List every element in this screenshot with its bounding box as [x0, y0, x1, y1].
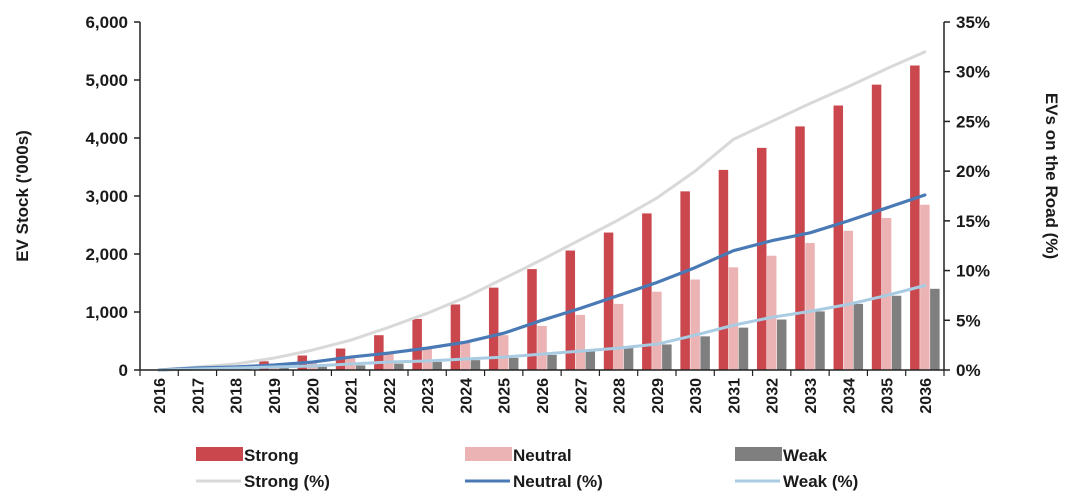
left-axis-title: EV Stock ('000s): [13, 130, 32, 262]
left-tick-label: 4,000: [85, 129, 128, 148]
x-tick-label: 2021: [344, 378, 361, 414]
x-tick-label: 2016: [152, 378, 169, 414]
right-tick-label: 35%: [956, 13, 990, 32]
bar-neutral-2032: [767, 256, 777, 370]
left-tick-label: 2,000: [85, 245, 128, 264]
x-tick-label: 2034: [841, 378, 858, 414]
x-tick-label: 2025: [497, 378, 514, 414]
bar-weak-2030: [700, 336, 710, 370]
bar-strong-2035: [872, 85, 882, 370]
x-tick-label: 2033: [803, 378, 820, 414]
x-tick-label: 2024: [458, 378, 475, 414]
x-tick-label: 2022: [382, 378, 399, 414]
legend-label-strong: Strong: [244, 446, 299, 465]
right-axis-title: EVs on the Road (%): [1042, 93, 1061, 259]
bar-weak-2022: [394, 364, 404, 370]
bar-neutral-2024: [461, 342, 471, 370]
bar-weak-2035: [892, 296, 902, 370]
bar-neutral-2029: [652, 292, 662, 370]
right-tick-label: 0%: [956, 361, 981, 380]
legend-label-neutral: Neutral: [513, 446, 572, 465]
x-tick-label: 2028: [612, 378, 629, 414]
x-tick-label: 2029: [650, 378, 667, 414]
legend-swatch-strong: [196, 447, 243, 461]
bar-weak-2033: [815, 311, 825, 370]
legend-label-weak: Weak: [783, 446, 828, 465]
left-tick-label: 6,000: [85, 13, 128, 32]
bar-weak-2028: [624, 348, 634, 370]
x-tick-label: 2023: [420, 378, 437, 414]
bar-neutral-2033: [805, 243, 815, 370]
x-tick-label: 2030: [688, 378, 705, 414]
left-tick-label: 5,000: [85, 71, 128, 90]
bar-neutral-2026: [537, 326, 547, 370]
left-tick-label: 0: [119, 361, 128, 380]
right-tick-label: 15%: [956, 212, 990, 231]
bar-weak-2031: [739, 328, 749, 370]
bar-weak-2026: [547, 355, 557, 370]
bar-weak-2023: [432, 362, 442, 370]
bar-weak-2029: [662, 344, 672, 370]
x-tick-label: 2026: [535, 378, 552, 414]
x-tick-label: 2020: [305, 378, 322, 414]
bar-weak-2032: [777, 320, 787, 370]
bar-neutral-2025: [499, 335, 509, 370]
right-tick-label: 20%: [956, 162, 990, 181]
legend-label-line: Weak (%): [783, 472, 858, 491]
bar-weak-2027: [586, 351, 596, 370]
x-tick-label: 2017: [190, 378, 207, 414]
legend-label-line: Strong (%): [244, 472, 330, 491]
x-tick-label: 2031: [726, 378, 743, 414]
bar-weak-2024: [471, 360, 481, 370]
x-tick-label: 2035: [880, 378, 897, 414]
bar-strong-2034: [834, 106, 844, 370]
right-tick-label: 30%: [956, 63, 990, 82]
legend-swatch-neutral: [465, 447, 512, 461]
bar-neutral-2034: [844, 231, 854, 370]
bar-neutral-2028: [614, 304, 624, 370]
bar-weak-2036: [930, 289, 940, 370]
bar-strong-2032: [757, 148, 767, 370]
left-tick-label: 1,000: [85, 303, 128, 322]
bar-neutral-2031: [729, 267, 739, 370]
bar-weak-2034: [854, 304, 864, 370]
bar-weak-2025: [509, 358, 518, 370]
bar-neutral-2030: [690, 280, 700, 370]
x-tick-label: 2018: [229, 378, 246, 414]
x-tick-label: 2027: [573, 378, 590, 414]
bar-strong-2033: [795, 126, 805, 370]
x-tick-label: 2032: [765, 378, 782, 414]
bar-neutral-2027: [576, 315, 586, 370]
legend-swatch-weak: [735, 447, 782, 461]
x-tick-label: 2036: [918, 378, 935, 414]
right-tick-label: 10%: [956, 262, 990, 281]
legend-layer: Strong Neutral Weak Strong (%) Neutral (%) We…: [196, 446, 858, 491]
bar-neutral-2023: [422, 348, 432, 370]
bars-layer: [144, 66, 939, 371]
right-tick-label: 5%: [956, 311, 981, 330]
bar-strong-2036: [910, 66, 920, 371]
right-tick-label: 25%: [956, 112, 990, 131]
bar-strong-2031: [719, 170, 729, 370]
x-tick-label: 2019: [267, 378, 284, 414]
legend-label-line: Neutral (%): [513, 472, 603, 491]
left-tick-label: 3,000: [85, 187, 128, 206]
bar-strong-2030: [680, 191, 690, 370]
